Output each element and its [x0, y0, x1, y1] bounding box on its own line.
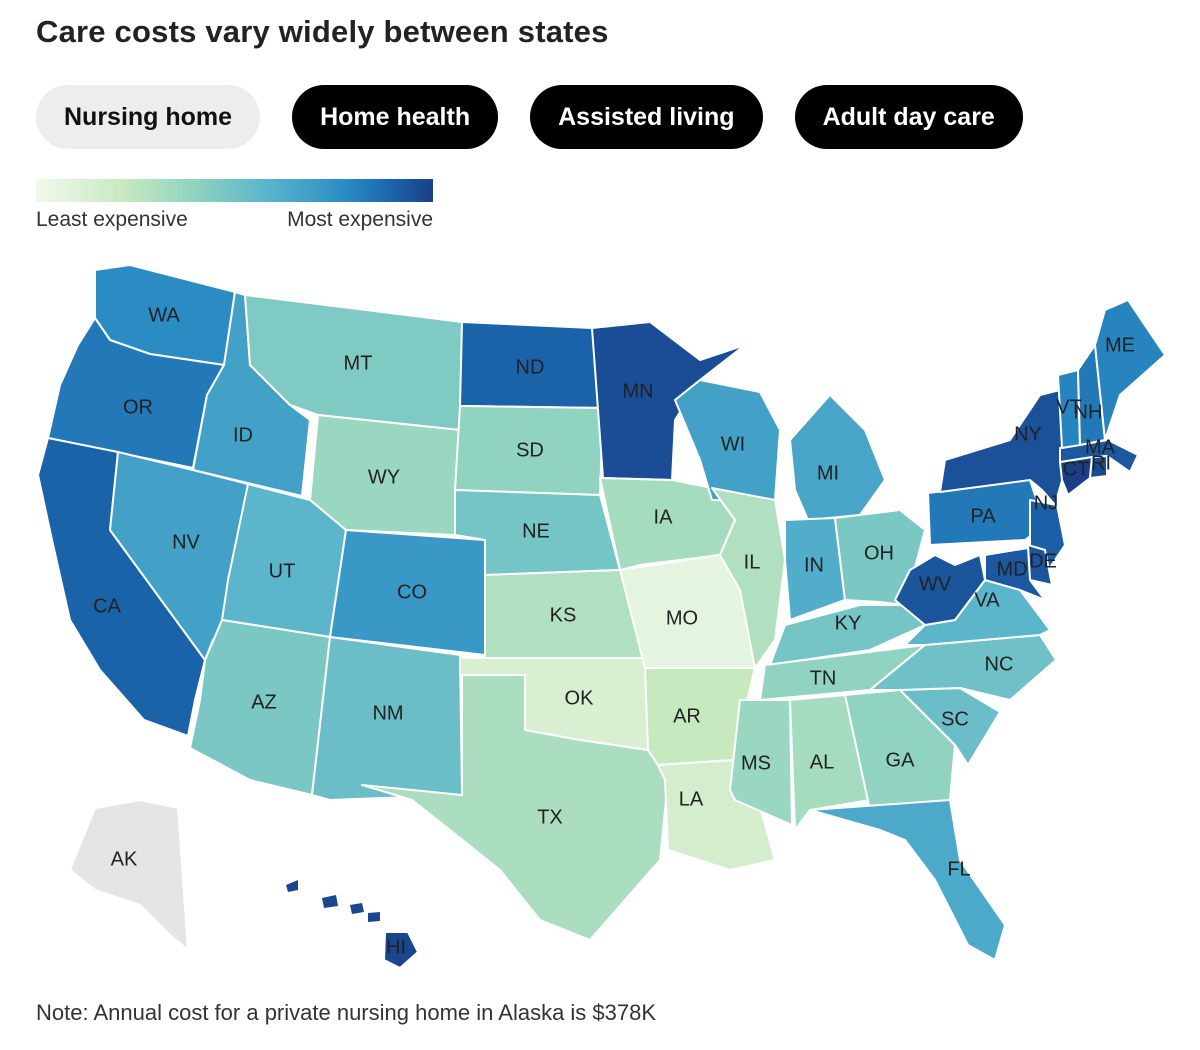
state-label-ok: OK [565, 687, 595, 709]
state-label-ky: KY [835, 612, 862, 634]
state-label-ms: MS [741, 752, 771, 774]
state-label-wa: WA [148, 304, 180, 326]
state-wy[interactable] [309, 414, 461, 536]
state-label-nv: NV [172, 531, 200, 553]
state-ms[interactable] [729, 699, 793, 826]
state-label-nj: NJ [1034, 492, 1058, 514]
state-al[interactable] [789, 694, 871, 831]
state-label-ks: KS [550, 604, 577, 626]
state-ak[interactable] [69, 799, 189, 951]
state-label-sd: SD [516, 439, 544, 461]
state-label-in: IN [804, 554, 824, 576]
state-label-la: LA [679, 788, 704, 810]
legend-low-label: Least expensive [36, 208, 188, 231]
state-nm[interactable] [311, 636, 463, 801]
state-label-nh: NH [1074, 401, 1103, 423]
footnote: Note: Annual cost for a private nursing … [36, 1000, 657, 1025]
state-label-co: CO [397, 581, 427, 603]
state-ny[interactable] [939, 389, 1066, 506]
state-md[interactable] [984, 547, 1046, 601]
state-hi-island[interactable] [350, 903, 364, 914]
state-hi[interactable] [383, 931, 419, 969]
state-label-mt: MT [344, 352, 373, 374]
state-label-md: MD [996, 558, 1027, 580]
us-map: WA OR CA ID NV MT WY UT CO AZ NM ND SD NE KS OK TX MN IA MO… [37, 264, 1166, 969]
state-label-ut: UT [269, 560, 296, 582]
state-label-me: ME [1105, 334, 1135, 356]
state-hi-island[interactable] [368, 912, 380, 922]
state-label-ma: MA [1085, 436, 1116, 458]
state-label-ca: CA [93, 595, 121, 617]
state-me[interactable] [1094, 299, 1166, 441]
legend-labels: Least expensive Most expensive [36, 208, 433, 232]
state-label-wi: WI [721, 433, 745, 455]
tab-nursing-home[interactable]: Nursing home [36, 85, 261, 149]
state-ma[interactable] [1059, 439, 1139, 473]
legend-high-label: Most expensive [287, 208, 433, 231]
state-label-id: ID [233, 424, 253, 446]
state-label-nd: ND [516, 356, 545, 378]
state-label-hi: HI [386, 936, 406, 958]
state-label-nm: NM [372, 702, 403, 724]
state-wi[interactable] [674, 379, 781, 501]
care-type-tabs: Nursing home Home health Assisted living… [36, 85, 1023, 149]
state-label-ct: CT [1063, 458, 1090, 480]
state-fl[interactable] [809, 799, 1006, 961]
state-label-al: AL [810, 751, 834, 773]
state-label-ne: NE [522, 520, 550, 542]
state-label-de: DE [1029, 550, 1057, 572]
state-mi[interactable] [789, 394, 886, 521]
tab-adult-day-care[interactable]: Adult day care [794, 85, 1023, 149]
state-il[interactable] [711, 487, 786, 669]
state-label-pa: PA [970, 505, 996, 527]
state-label-mo: MO [666, 607, 698, 629]
state-label-va: VA [974, 589, 1000, 611]
state-label-ny: NY [1014, 423, 1042, 445]
state-hi-island[interactable] [286, 880, 298, 892]
state-in[interactable] [784, 517, 846, 621]
state-label-wy: WY [368, 466, 400, 488]
tab-assisted-living[interactable]: Assisted living [530, 85, 763, 149]
state-hi-island[interactable] [322, 895, 338, 908]
state-label-ar: AR [673, 705, 701, 727]
state-label-ak: AK [111, 848, 138, 870]
state-label-ia: IA [654, 506, 674, 528]
tab-home-health[interactable]: Home health [292, 85, 499, 149]
state-label-mn: MN [622, 380, 653, 402]
state-label-tn: TN [810, 667, 837, 689]
chart-title: Care costs vary widely between states [36, 14, 609, 49]
legend-gradient-bar [36, 179, 433, 202]
state-label-ga: GA [886, 749, 916, 771]
state-label-tx: TX [537, 806, 563, 828]
color-legend: Least expensive Most expensive [36, 179, 433, 232]
state-label-or: OR [123, 396, 153, 418]
state-tx[interactable] [361, 674, 669, 941]
state-label-ri: RI [1091, 452, 1111, 474]
state-label-nc: NC [985, 653, 1014, 675]
state-label-oh: OH [864, 542, 894, 564]
state-label-sc: SC [941, 708, 969, 730]
state-label-az: AZ [251, 691, 277, 713]
state-label-mi: MI [817, 462, 839, 484]
state-label-vt: VT [1056, 396, 1082, 418]
state-label-wv: WV [919, 573, 952, 595]
state-label-il: IL [744, 551, 761, 573]
state-label-fl: FL [947, 858, 970, 880]
